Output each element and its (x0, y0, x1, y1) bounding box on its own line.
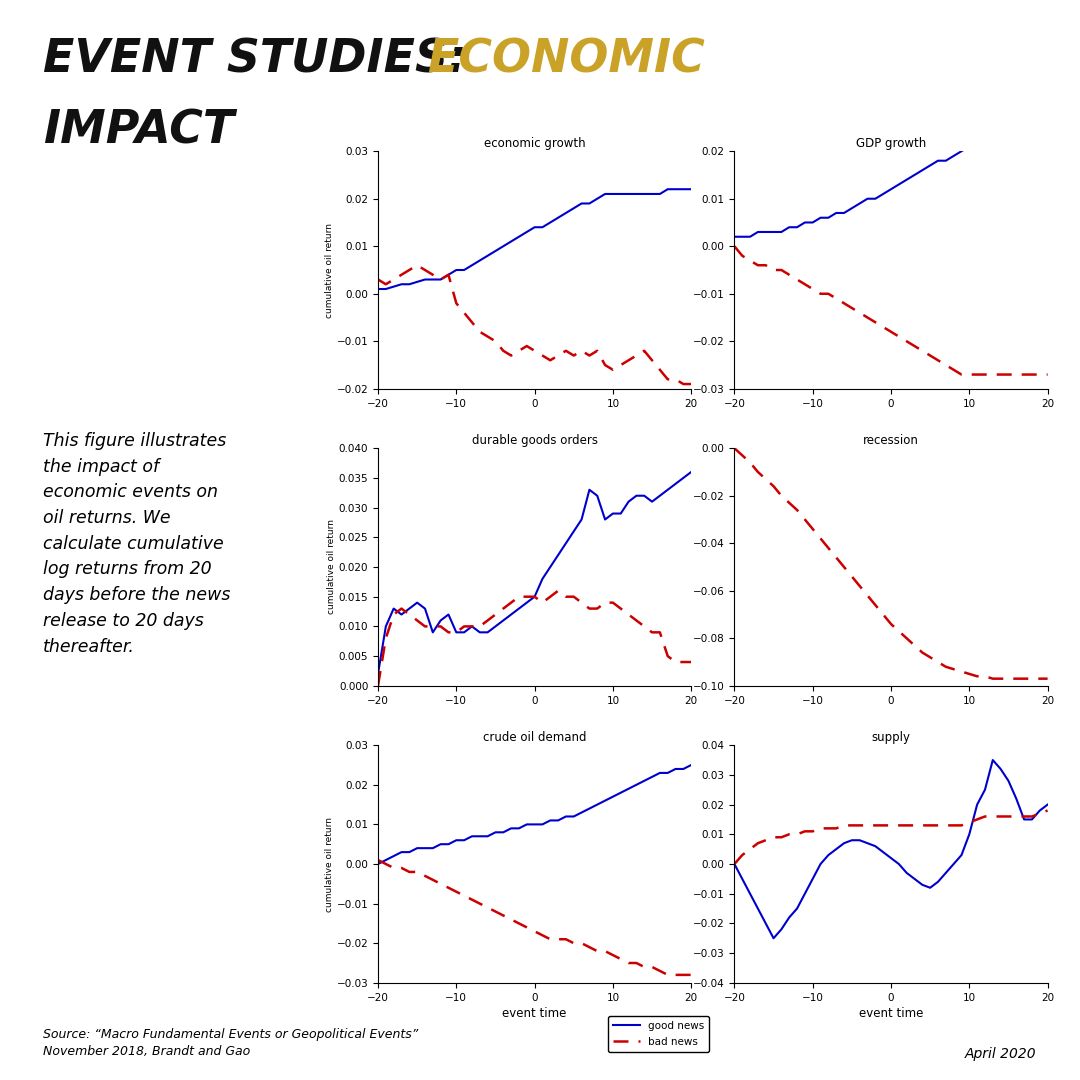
Title: supply: supply (872, 731, 910, 744)
Text: EVENT STUDIES:: EVENT STUDIES: (43, 38, 483, 83)
Title: durable goods orders: durable goods orders (472, 434, 597, 447)
Title: recession: recession (863, 434, 919, 447)
Title: economic growth: economic growth (484, 137, 585, 150)
Text: This figure illustrates
the impact of
economic events on
oil returns. We
calcula: This figure illustrates the impact of ec… (43, 432, 230, 656)
Title: crude oil demand: crude oil demand (483, 731, 586, 744)
X-axis label: event time: event time (502, 1007, 567, 1020)
Y-axis label: cumulative oil return: cumulative oil return (325, 222, 334, 318)
Y-axis label: cumulative oil return: cumulative oil return (325, 816, 334, 912)
X-axis label: event time: event time (859, 1007, 923, 1020)
Text: Source: “Macro Fundamental Events or Geopolitical Events”
November 2018, Brandt : Source: “Macro Fundamental Events or Geo… (43, 1028, 418, 1058)
Title: GDP growth: GDP growth (855, 137, 927, 150)
Legend: good news, bad news: good news, bad news (608, 1016, 710, 1052)
Text: April 2020: April 2020 (966, 1047, 1037, 1061)
Text: ECONOMIC: ECONOMIC (427, 38, 704, 83)
Text: IMPACT: IMPACT (43, 108, 234, 153)
Y-axis label: cumulative oil return: cumulative oil return (327, 519, 336, 615)
